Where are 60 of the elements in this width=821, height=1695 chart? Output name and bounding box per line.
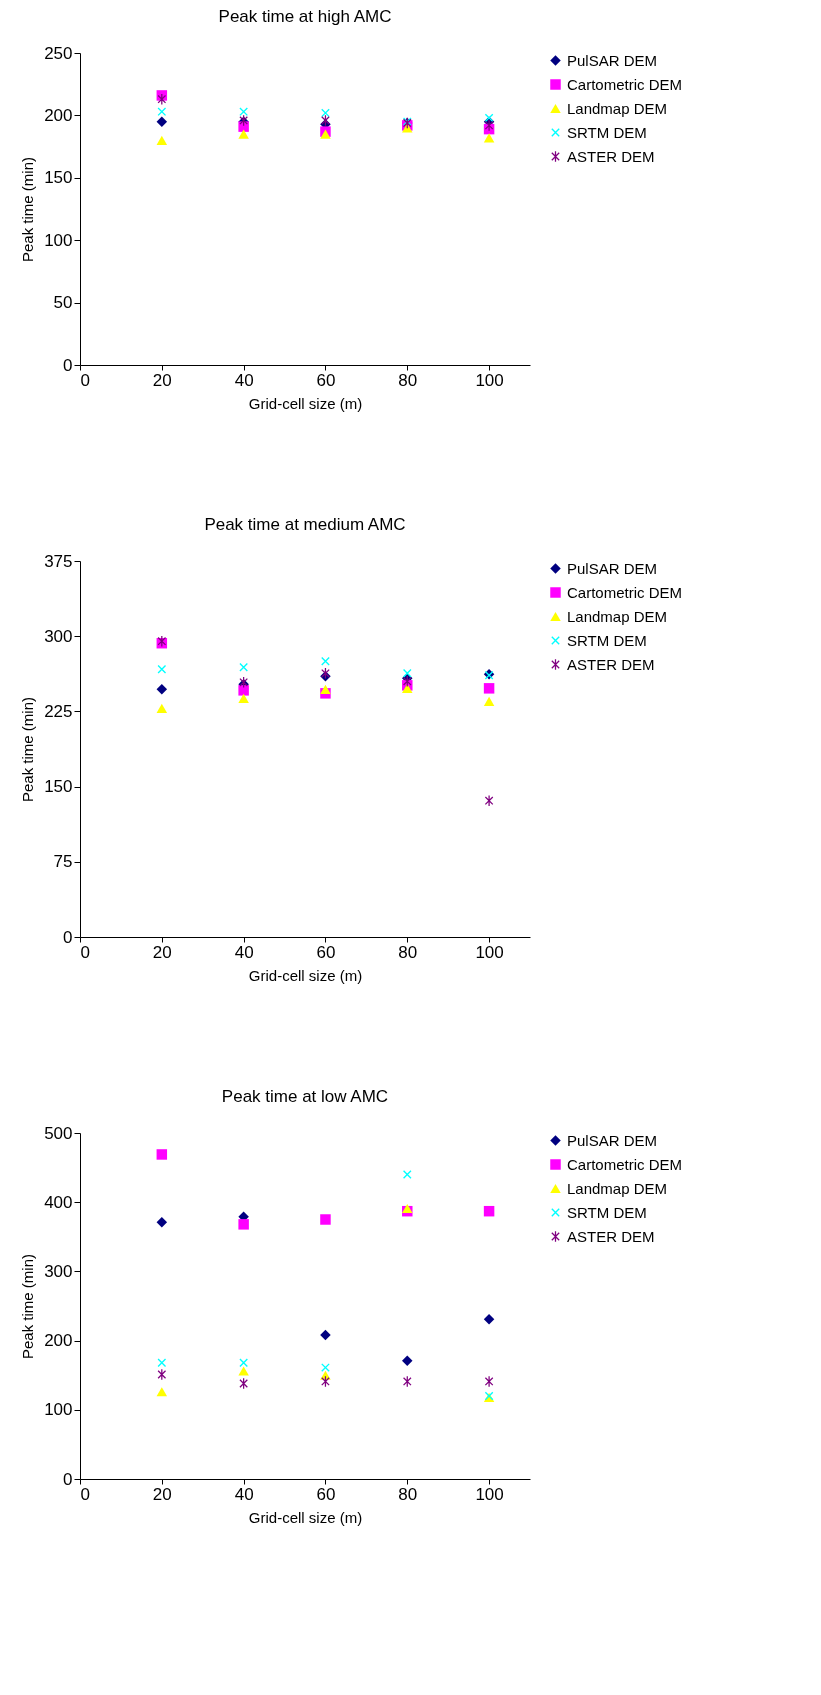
x-tick-label: 20 [152, 1484, 172, 1504]
x-tick-label: 60 [316, 370, 336, 390]
y-tick-label: 200 [44, 1331, 73, 1351]
x-tick-label: 60 [316, 1484, 336, 1504]
y-tick-label: 0 [63, 355, 73, 375]
x-tick-label: 100 [475, 1484, 504, 1504]
y-tick-label: 300 [44, 626, 73, 646]
y-tick-label: 225 [44, 701, 73, 721]
legend-label: Landmap DEM [567, 99, 668, 117]
x-axis-title: Grid-cell size (m) [248, 966, 363, 984]
legend-label: Cartometric DEM [567, 583, 683, 601]
y-tick-label: 300 [44, 1261, 73, 1281]
y-axis-title: Peak time (min) [19, 696, 37, 803]
x-axis-title: Grid-cell size (m) [248, 1508, 363, 1526]
legend-label: SRTM DEM [567, 123, 647, 141]
legend-label: PulSAR DEM [567, 51, 658, 69]
y-tick-label: 250 [44, 43, 73, 63]
x-tick-label: 20 [152, 370, 172, 390]
x-tick-label: 0 [80, 942, 90, 962]
x-tick-label: 0 [80, 370, 90, 390]
y-axis-title: Peak time (min) [19, 156, 37, 263]
x-tick-label: 40 [234, 942, 254, 962]
y-tick-label: 75 [53, 852, 73, 872]
x-tick-label: 80 [398, 370, 418, 390]
y-tick-label: 500 [44, 1123, 73, 1143]
x-tick-label: 0 [80, 1484, 90, 1504]
y-tick-label: 375 [44, 551, 73, 571]
legend-label: Cartometric DEM [567, 1155, 683, 1173]
legend-label: Landmap DEM [567, 607, 668, 625]
y-tick-label: 0 [63, 927, 73, 947]
legend-label: Landmap DEM [567, 1179, 668, 1197]
legend-label: PulSAR DEM [567, 559, 658, 577]
y-tick-label: 100 [44, 1400, 73, 1420]
y-tick-label: 0 [63, 1469, 73, 1489]
x-axis-title: Grid-cell size (m) [248, 394, 363, 412]
x-tick-label: 40 [234, 370, 254, 390]
x-tick-label: 80 [398, 942, 418, 962]
y-tick-label: 400 [44, 1192, 73, 1212]
legend-label: SRTM DEM [567, 1203, 647, 1221]
legend-label: ASTER DEM [567, 147, 655, 165]
legend-label: Cartometric DEM [567, 75, 683, 93]
y-tick-label: 150 [44, 777, 73, 797]
legend-label: SRTM DEM [567, 631, 647, 649]
legend-label: ASTER DEM [567, 1227, 655, 1245]
x-tick-label: 40 [234, 1484, 254, 1504]
chart-title: Peak time at medium AMC [204, 515, 406, 534]
y-axis-title: Peak time (min) [19, 1253, 37, 1360]
x-tick-label: 100 [475, 370, 504, 390]
y-tick-label: 200 [44, 105, 73, 125]
x-tick-label: 20 [152, 942, 172, 962]
x-tick-label: 80 [398, 1484, 418, 1504]
y-tick-label: 50 [53, 293, 73, 313]
chart-title: Peak time at high AMC [218, 7, 392, 26]
y-tick-label: 100 [44, 230, 73, 250]
legend-label: PulSAR DEM [567, 1131, 658, 1149]
legend-label: ASTER DEM [567, 655, 655, 673]
chart-title: Peak time at low AMC [221, 1087, 389, 1106]
y-tick-label: 150 [44, 168, 73, 188]
x-tick-label: 100 [475, 942, 504, 962]
x-tick-label: 60 [316, 942, 336, 962]
